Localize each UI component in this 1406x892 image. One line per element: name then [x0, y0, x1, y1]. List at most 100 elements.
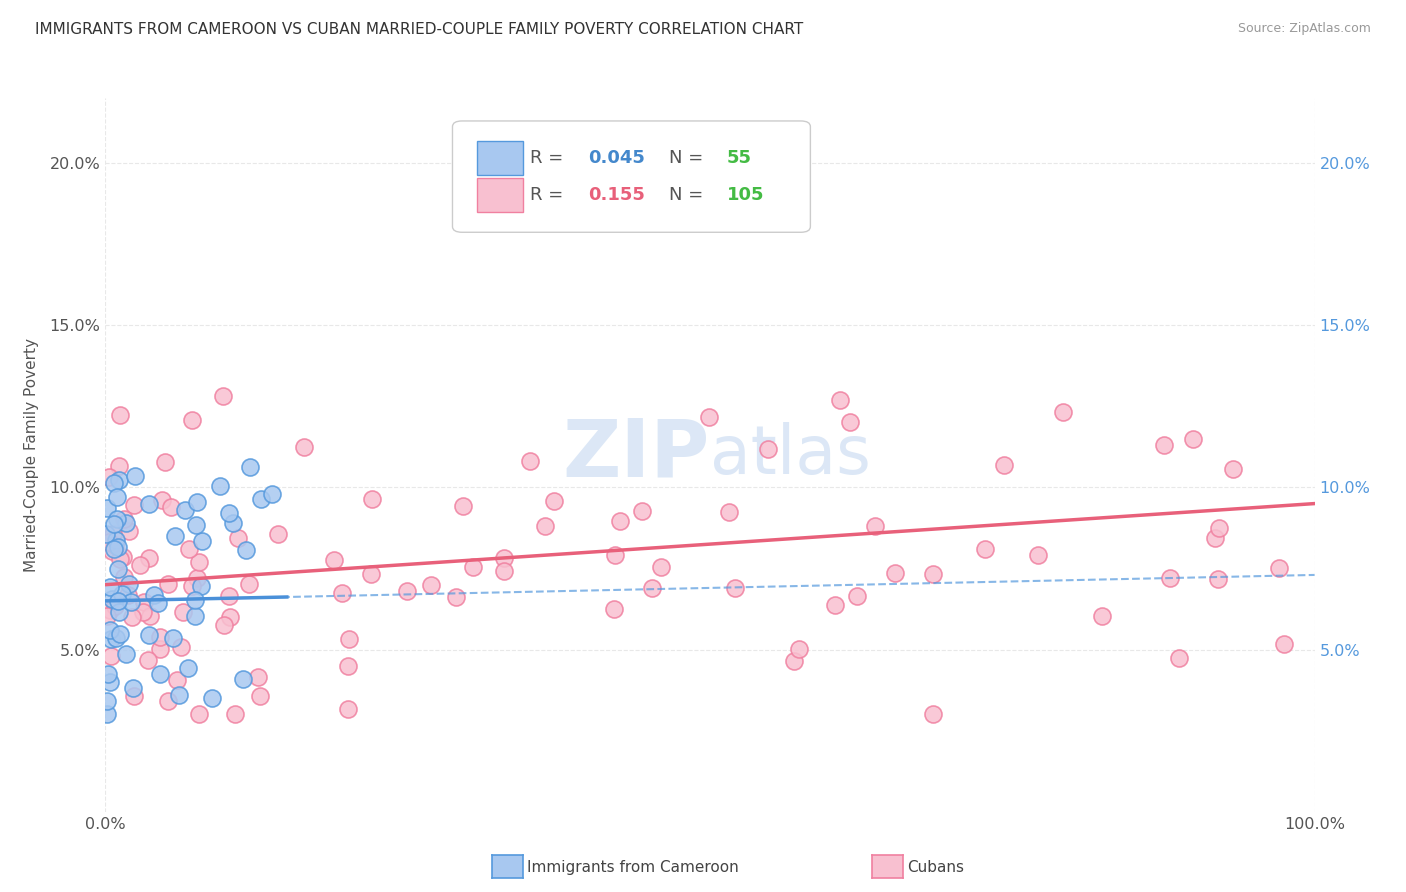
Point	[519, 454, 541, 468]
Point	[122, 499, 145, 513]
Point	[461, 560, 484, 574]
Text: N =: N =	[669, 149, 709, 167]
Point	[103, 542, 125, 557]
Point	[756, 442, 779, 456]
Point	[1168, 651, 1191, 665]
Point	[361, 491, 384, 506]
Text: 55: 55	[727, 149, 752, 167]
Point	[863, 519, 886, 533]
Point	[179, 541, 201, 556]
Point	[219, 609, 242, 624]
Point	[138, 550, 160, 565]
Point	[249, 689, 271, 703]
FancyBboxPatch shape	[453, 121, 810, 232]
Point	[650, 560, 672, 574]
Point	[1159, 571, 1181, 585]
Point	[117, 588, 139, 602]
Point	[103, 476, 125, 491]
Point	[717, 505, 740, 519]
Point	[603, 602, 626, 616]
Point	[1052, 405, 1074, 419]
Text: R =: R =	[530, 186, 569, 204]
Text: IMMIGRANTS FROM CAMEROON VS CUBAN MARRIED-COUPLE FAMILY POVERTY CORRELATION CHAR: IMMIGRANTS FROM CAMEROON VS CUBAN MARRIE…	[35, 22, 803, 37]
Point	[122, 681, 145, 696]
Point	[218, 590, 240, 604]
Point	[180, 412, 202, 426]
Point	[226, 531, 249, 545]
Point	[170, 640, 193, 655]
Point	[697, 409, 720, 424]
Point	[97, 666, 120, 681]
Point	[187, 555, 209, 569]
Text: Source: ZipAtlas.com: Source: ZipAtlas.com	[1237, 22, 1371, 36]
Point	[107, 540, 129, 554]
Point	[187, 707, 209, 722]
Point	[212, 389, 235, 403]
Point	[184, 518, 207, 533]
Point	[184, 593, 207, 607]
Text: Cubans: Cubans	[907, 860, 965, 874]
Point	[157, 577, 180, 591]
Point	[150, 492, 173, 507]
Point	[974, 541, 997, 556]
Point	[1222, 462, 1244, 476]
Point	[884, 566, 907, 580]
Point	[1204, 531, 1226, 545]
Point	[186, 571, 208, 585]
Point	[96, 608, 118, 623]
Point	[108, 552, 131, 566]
Point	[267, 526, 290, 541]
Point	[162, 631, 184, 645]
Point	[96, 694, 118, 708]
Point	[239, 459, 262, 474]
Point	[330, 586, 353, 600]
Point	[98, 674, 121, 689]
Point	[172, 605, 194, 619]
Point	[190, 579, 212, 593]
Point	[112, 570, 135, 584]
Point	[98, 535, 121, 549]
Point	[921, 566, 943, 581]
Point	[96, 706, 118, 721]
Text: N =: N =	[669, 186, 709, 204]
Point	[222, 516, 245, 530]
Point	[1272, 637, 1295, 651]
Point	[186, 495, 208, 509]
Point	[846, 590, 869, 604]
Point	[114, 516, 136, 531]
Text: 0.045: 0.045	[588, 149, 645, 167]
Point	[138, 497, 160, 511]
Point	[121, 609, 143, 624]
Point	[838, 415, 860, 429]
Point	[183, 608, 205, 623]
Point	[98, 469, 121, 483]
Point	[494, 550, 516, 565]
Point	[118, 524, 141, 538]
Point	[104, 533, 127, 548]
Point	[337, 701, 360, 715]
Point	[224, 707, 246, 722]
Point	[100, 591, 122, 606]
Point	[163, 529, 186, 543]
Point	[235, 542, 257, 557]
Text: Immigrants from Cameroon: Immigrants from Cameroon	[527, 860, 740, 874]
Point	[129, 558, 152, 572]
Point	[98, 580, 121, 594]
Point	[609, 514, 631, 528]
Point	[218, 506, 240, 520]
Point	[1091, 609, 1114, 624]
Point	[1208, 520, 1230, 534]
Point	[1206, 572, 1229, 586]
Point	[830, 392, 852, 407]
Text: R =: R =	[530, 149, 569, 167]
Point	[111, 587, 134, 601]
Point	[118, 576, 141, 591]
Point	[134, 594, 156, 608]
Text: 105: 105	[727, 186, 765, 204]
Point	[138, 628, 160, 642]
Point	[247, 670, 270, 684]
Point	[533, 519, 555, 533]
Point	[208, 479, 231, 493]
Point	[212, 617, 235, 632]
Point	[1268, 561, 1291, 575]
